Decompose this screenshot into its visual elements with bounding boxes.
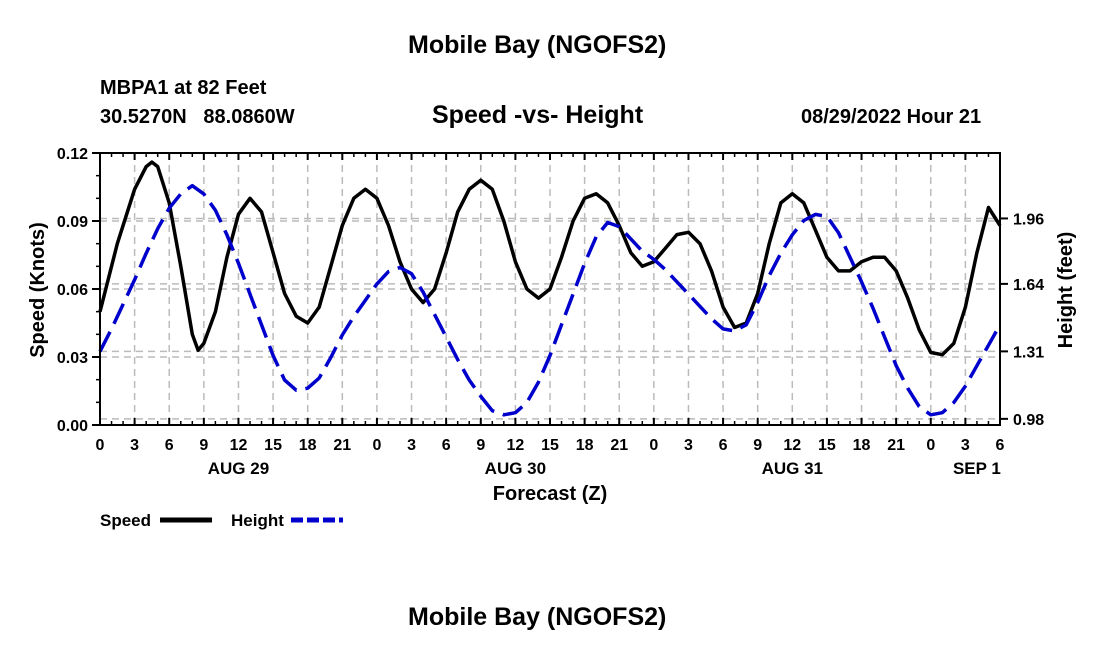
legend-height-label: Height — [231, 511, 284, 530]
x-tick-label: 21 — [333, 437, 351, 454]
x-tick-label: 18 — [576, 437, 594, 454]
x-tick-label: 12 — [783, 437, 801, 454]
second-title: Mobile Bay (NGOFS2) — [408, 603, 666, 631]
series-lines — [98, 160, 1002, 417]
x-tick-label: 6 — [442, 437, 451, 454]
x-tick-label: 3 — [684, 437, 693, 454]
height-series-line — [98, 183, 1002, 417]
page-title: Mobile Bay (NGOFS2) — [408, 31, 667, 59]
x-tick-label: 6 — [719, 437, 728, 454]
x-tick-label: 3 — [130, 437, 139, 454]
x-tick-label: 0 — [649, 437, 658, 454]
x-tick-label: 0 — [372, 437, 381, 454]
y2-axis-label: Height (feet) — [1055, 232, 1077, 349]
y-axis-label: Speed (Knots) — [27, 222, 49, 358]
x-tick-label: 12 — [230, 437, 248, 454]
x-tick-label: 9 — [753, 437, 762, 454]
y2-tick-label: 1.31 — [1013, 344, 1044, 361]
legend-speed-label: Speed — [100, 511, 151, 530]
x-tick-label: 0 — [926, 437, 935, 454]
chart-title: Speed -vs- Height — [432, 101, 644, 129]
right-tick-labels: 0.98 1.31 1.64 1.96 — [1013, 211, 1044, 428]
y-tick-label: 0.06 — [57, 282, 88, 299]
day-label: SEP 1 — [953, 459, 1001, 478]
day-labels: AUG 29 AUG 30 AUG 31 SEP 1 — [208, 459, 1001, 478]
x-tick-label: 6 — [996, 437, 1005, 454]
y-tick-label: 0.00 — [57, 418, 88, 435]
x-tick-label: 15 — [264, 437, 282, 454]
coordinates-label: 30.5270N 88.0860W — [100, 106, 295, 128]
left-tick-labels: 0.00 0.03 0.06 0.09 0.12 — [57, 146, 88, 435]
x-tick-label: 9 — [476, 437, 485, 454]
y-tick-label: 0.03 — [57, 350, 88, 367]
x-tick-label: 9 — [199, 437, 208, 454]
y-tick-label: 0.09 — [57, 214, 88, 231]
x-tick-label: 21 — [887, 437, 905, 454]
x-tick-label: 6 — [165, 437, 174, 454]
x-tick-label: 15 — [818, 437, 836, 454]
x-tick-label: 18 — [299, 437, 317, 454]
x-axis-label: Forecast (Z) — [493, 483, 607, 505]
y2-tick-label: 0.98 — [1013, 412, 1044, 429]
forecast-timestamp: 08/29/2022 Hour 21 — [801, 106, 982, 128]
legend: Speed Height — [100, 511, 343, 530]
x-tick-label: 12 — [506, 437, 524, 454]
x-tick-label: 3 — [961, 437, 970, 454]
day-label: AUG 29 — [208, 459, 269, 478]
day-label: AUG 30 — [485, 459, 546, 478]
y2-tick-label: 1.96 — [1013, 211, 1044, 228]
x-tick-label: 15 — [541, 437, 559, 454]
x-tick-labels: 0 3 6 9 12 15 18 21 0 3 6 9 12 15 18 21 0 3 6 9 12 15 18 21 0 3 6 — [96, 437, 1005, 454]
x-tick-label: 0 — [96, 437, 105, 454]
speed-series-line — [98, 160, 1002, 357]
axis-ticks — [92, 152, 1008, 426]
y2-tick-label: 1.64 — [1013, 277, 1044, 294]
x-tick-label: 3 — [407, 437, 416, 454]
x-tick-label: 21 — [610, 437, 628, 454]
day-label: AUG 31 — [762, 459, 823, 478]
station-label: MBPA1 at 82 Feet — [100, 77, 267, 99]
x-tick-label: 18 — [853, 437, 871, 454]
y-tick-label: 0.12 — [57, 146, 88, 163]
